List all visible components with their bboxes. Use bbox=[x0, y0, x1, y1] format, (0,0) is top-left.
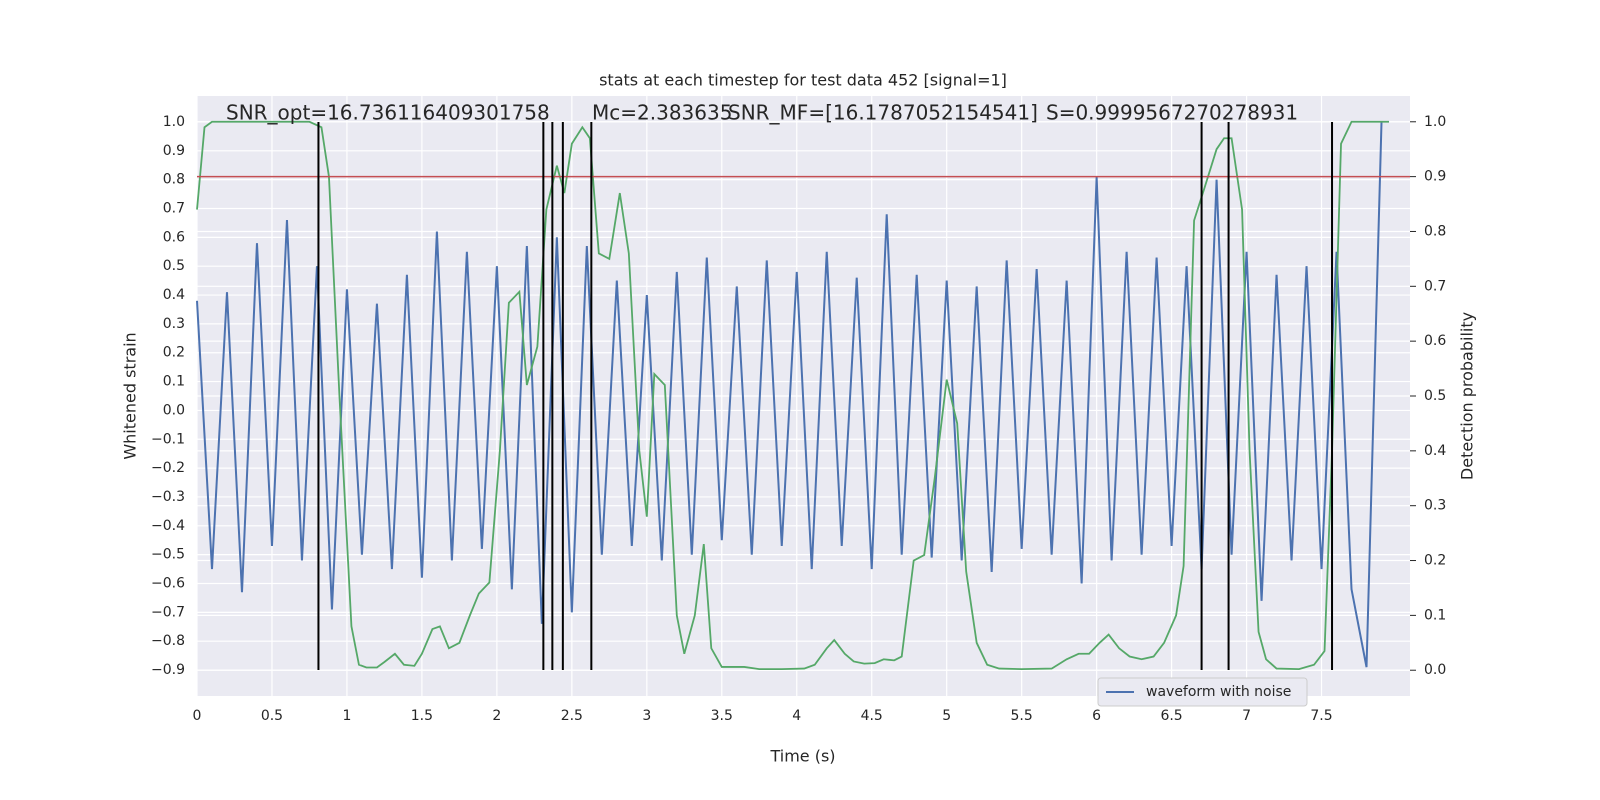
y2-tick-label: 0.1 bbox=[1424, 607, 1446, 623]
y2-tick-label: 0.2 bbox=[1424, 553, 1446, 569]
y-tick-label: 0.3 bbox=[163, 316, 185, 332]
y-tick-label: −0.7 bbox=[151, 604, 185, 620]
y-tick-label: −0.9 bbox=[151, 662, 185, 678]
y-tick-label: 0.1 bbox=[163, 374, 185, 390]
y-tick-label: −0.5 bbox=[151, 547, 185, 563]
y2-tick-label: 0.3 bbox=[1424, 498, 1446, 514]
x-tick-label: 7 bbox=[1242, 708, 1251, 724]
x-tick-label: 6.5 bbox=[1160, 708, 1182, 724]
chart-title: stats at each timestep for test data 452… bbox=[599, 71, 1007, 90]
y-tick-label: 0.0 bbox=[163, 402, 185, 418]
y-tick-label: −0.4 bbox=[151, 518, 185, 534]
x-tick-label: 7.5 bbox=[1310, 708, 1332, 724]
y-tick-label: 0.9 bbox=[163, 143, 185, 159]
series-line bbox=[196, 121, 1383, 668]
y-tick-label: 0.8 bbox=[163, 172, 185, 188]
y2-tick-label: 1.0 bbox=[1424, 114, 1446, 130]
x-tick-label: 3 bbox=[642, 708, 651, 724]
annotation: SNR_opt=16.736116409301758 bbox=[226, 101, 550, 125]
y2-tick-label: 0.9 bbox=[1424, 169, 1446, 185]
x-tick-label: 2.5 bbox=[561, 708, 583, 724]
y-tick-label: −0.2 bbox=[151, 460, 185, 476]
x-axis-label: Time (s) bbox=[769, 747, 835, 766]
y2-tick-label: 0.8 bbox=[1424, 223, 1446, 239]
y2-tick-label: 0.5 bbox=[1424, 388, 1446, 404]
y-tick-label: −0.3 bbox=[151, 489, 185, 505]
y2-axis-label: Detection probability bbox=[1458, 312, 1477, 480]
y-tick-label: 0.5 bbox=[163, 258, 185, 274]
y-tick-label: −0.8 bbox=[151, 633, 185, 649]
annotation: S=0.9999567270278931 bbox=[1046, 101, 1298, 125]
y2-tick-label: 0.0 bbox=[1424, 662, 1446, 678]
annotation: Mc=2.383635 bbox=[592, 101, 732, 125]
y-tick-label: −0.6 bbox=[151, 576, 185, 592]
y-axis-label: Whitened strain bbox=[121, 332, 140, 459]
x-tick-label: 2 bbox=[492, 708, 501, 724]
x-tick-label: 5 bbox=[942, 708, 951, 724]
y2-tick-label: 0.6 bbox=[1424, 333, 1446, 349]
y-tick-label: 0.2 bbox=[163, 345, 185, 361]
x-tick-label: 6 bbox=[1092, 708, 1101, 724]
x-tick-label: 4.5 bbox=[861, 708, 883, 724]
x-tick-label: 5.5 bbox=[1011, 708, 1033, 724]
y2-tick-label: 0.4 bbox=[1424, 443, 1446, 459]
y-tick-label: 1.0 bbox=[163, 114, 185, 130]
series-line bbox=[196, 120, 1390, 671]
x-tick-label: 0 bbox=[193, 708, 202, 724]
y-tick-label: 0.4 bbox=[163, 287, 185, 303]
y2-tick-label: 0.7 bbox=[1424, 278, 1446, 294]
x-tick-label: 3.5 bbox=[711, 708, 733, 724]
x-tick-label: 1 bbox=[342, 708, 351, 724]
y-tick-label: 0.7 bbox=[163, 201, 185, 217]
x-tick-label: 0.5 bbox=[261, 708, 283, 724]
x-tick-label: 4 bbox=[792, 708, 801, 724]
y-tick-label: 0.6 bbox=[163, 229, 185, 245]
legend-box bbox=[1097, 677, 1308, 707]
y-tick-label: −0.1 bbox=[151, 431, 185, 447]
legend-label: waveform with noise bbox=[1146, 684, 1291, 700]
annotation: SNR_MF=[16.1787052154541] bbox=[728, 101, 1038, 125]
x-tick-label: 1.5 bbox=[411, 708, 433, 724]
